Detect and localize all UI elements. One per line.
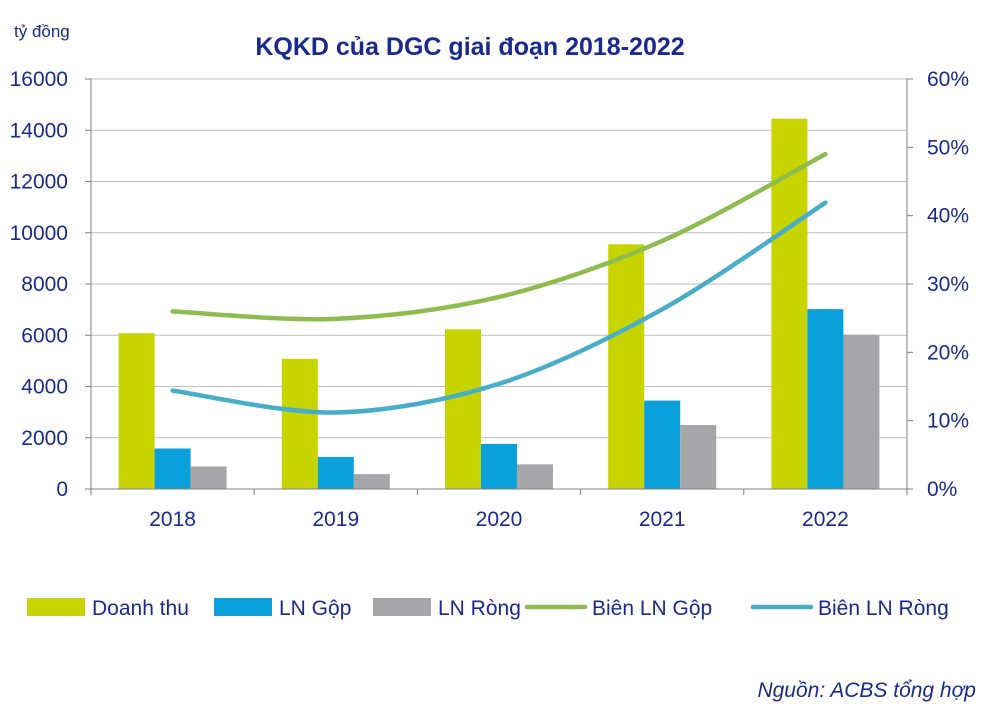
legend-label-doanh-thu: Doanh thu: [92, 597, 189, 620]
bar-ln-ròng-2018: [190, 466, 227, 489]
legend-swatch-ln-ròng: [373, 598, 431, 616]
legend: Doanh thu LN Gộp LN Ròng Biên LN Gộp Biên LN…: [27, 597, 949, 620]
source-note: Nguồn: ACBS tổng hợp: [757, 679, 976, 702]
bar-ln-gộp-2018: [154, 448, 191, 489]
right-tick-label: 20%: [927, 341, 969, 364]
right-tick-label: 60%: [927, 68, 969, 91]
unit-label: tỷ đồng: [14, 22, 70, 41]
gridlines: [91, 78, 907, 439]
x-tick-label: 2018: [149, 508, 196, 531]
bar-doanh-thu-2019: [281, 358, 318, 489]
left-tick-label: 10000: [10, 222, 68, 245]
right-tick-label: 30%: [927, 273, 969, 296]
bar-ln-gộp-2019: [317, 456, 354, 489]
bar-ln-ròng-2019: [353, 474, 390, 489]
axes: 0 2000 4000 6000 8000 10000 12000 14000 16000 0% 1…: [10, 68, 969, 531]
bar-series: [118, 118, 880, 489]
bar-ln-ròng-2021: [680, 424, 717, 489]
bar-doanh-thu-2018: [118, 333, 155, 489]
legend-label-ln-ròng: LN Ròng: [438, 597, 521, 620]
right-tick-label: 50%: [927, 136, 969, 159]
x-tick-label: 2020: [476, 508, 523, 531]
x-tick-label: 2019: [312, 508, 359, 531]
left-tick-label: 2000: [21, 427, 68, 450]
left-tick-label: 8000: [21, 273, 68, 296]
bar-doanh-thu-2020: [445, 329, 481, 489]
right-tick-label: 40%: [927, 205, 969, 228]
bar-ln-gộp-2020: [481, 443, 517, 489]
bar-ln-ròng-2022: [843, 334, 880, 489]
right-tick-label: 10%: [927, 410, 969, 433]
left-tick-label: 14000: [10, 119, 68, 142]
left-tick-label: 0: [56, 478, 68, 501]
x-tick-label: 2021: [639, 508, 686, 531]
line-biên-ln-ròng: [170, 200, 828, 415]
right-tick-label: 0%: [927, 478, 957, 501]
bar-ln-gộp-2022: [807, 309, 844, 489]
legend-label-biên-ln-gộp: Biên LN Gộp: [592, 597, 712, 620]
line-biên-ln-gộp: [170, 151, 828, 322]
left-tick-label: 6000: [21, 324, 68, 347]
bar-ln-gộp-2021: [644, 400, 681, 489]
chart-title: KQKD của DGC giai đoạn 2018-2022: [255, 33, 684, 61]
legend-label-ln-gộp: LN Gộp: [279, 597, 351, 620]
left-tick-label: 4000: [21, 376, 68, 399]
legend-swatch-doanh-thu: [27, 598, 85, 616]
bar-ln-ròng-2020: [517, 464, 553, 489]
left-tick-label: 12000: [10, 171, 68, 194]
left-tick-label: 16000: [10, 68, 68, 91]
x-tick-label: 2022: [802, 508, 849, 531]
bar-doanh-thu-2021: [608, 244, 645, 489]
legend-label-biên-ln-ròng: Biên LN Ròng: [818, 597, 949, 620]
legend-swatch-ln-gộp: [214, 598, 272, 616]
line-series: [170, 151, 828, 415]
